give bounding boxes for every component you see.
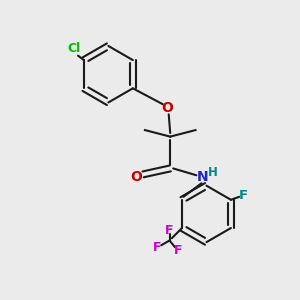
Text: H: H — [208, 166, 218, 179]
Text: N: N — [197, 170, 209, 184]
Text: F: F — [165, 224, 174, 237]
Text: O: O — [131, 170, 142, 184]
Text: Cl: Cl — [68, 42, 81, 55]
Text: F: F — [174, 244, 182, 257]
Text: F: F — [239, 189, 248, 202]
Text: O: O — [161, 101, 173, 115]
Text: F: F — [153, 241, 161, 254]
